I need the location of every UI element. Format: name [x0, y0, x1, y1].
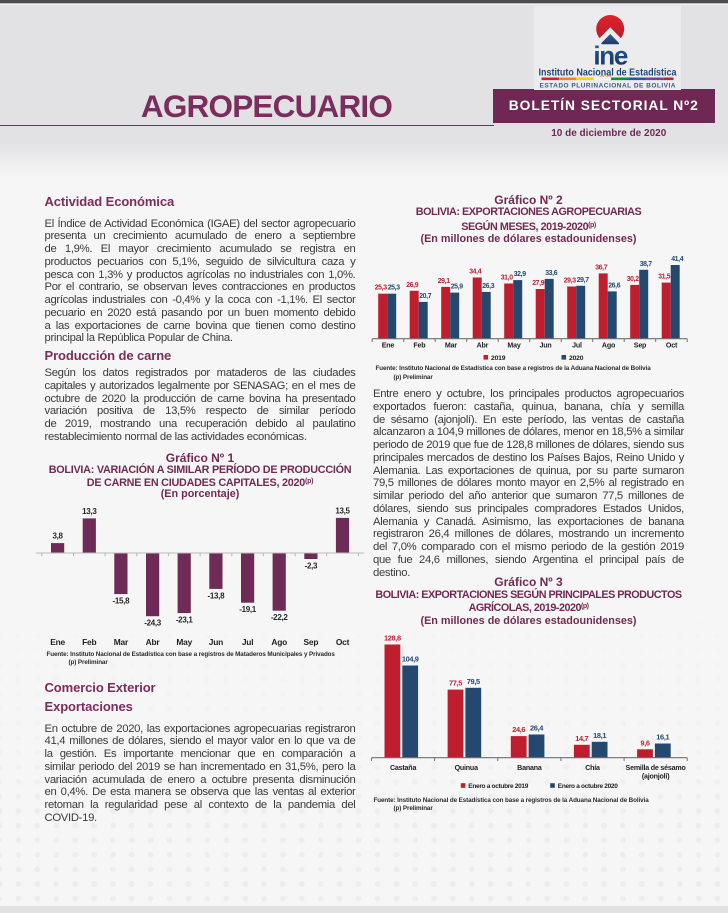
svg-text:104,9: 104,9 — [402, 655, 419, 664]
svg-text:25,3: 25,3 — [388, 285, 401, 292]
svg-text:26,4: 26,4 — [530, 724, 544, 733]
svg-text:25,3: 25,3 — [375, 285, 388, 292]
svg-text:May: May — [176, 637, 192, 647]
svg-text:36,7: 36,7 — [595, 264, 608, 271]
svg-text:29,1: 29,1 — [438, 278, 451, 285]
svg-text:Banana: Banana — [517, 764, 542, 772]
svg-text:13,5: 13,5 — [335, 506, 350, 515]
svg-text:Enero a octubre 2019: Enero a octubre 2019 — [468, 783, 528, 790]
svg-text:29,7: 29,7 — [577, 277, 590, 284]
svg-text:Ene: Ene — [50, 637, 65, 647]
svg-text:79,5: 79,5 — [467, 677, 480, 686]
svg-text:38,7: 38,7 — [640, 261, 653, 268]
svg-text:3,8: 3,8 — [52, 532, 63, 541]
svg-text:-2,3: -2,3 — [305, 562, 318, 571]
svg-text:Jun: Jun — [539, 342, 551, 350]
svg-text:Oct: Oct — [666, 342, 678, 350]
svg-text:Sep: Sep — [634, 342, 647, 350]
svg-text:Ene: Ene — [382, 342, 395, 350]
svg-text:Feb: Feb — [413, 342, 426, 350]
svg-text:Mar: Mar — [114, 637, 129, 647]
svg-text:(ajonjolí): (ajonjolí) — [642, 773, 670, 781]
svg-text:Mar: Mar — [445, 342, 457, 350]
svg-text:77,5: 77,5 — [449, 679, 462, 688]
svg-text:Jul: Jul — [572, 342, 582, 350]
svg-text:-19,1: -19,1 — [239, 605, 257, 614]
svg-text:May: May — [507, 342, 520, 350]
svg-text:Enero a octubre 2020: Enero a octubre 2020 — [558, 783, 618, 790]
svg-text:31,0: 31,0 — [501, 275, 514, 282]
svg-text:Castaña: Castaña — [390, 764, 416, 772]
svg-text:-24,3: -24,3 — [144, 619, 162, 628]
svg-text:ESTADO PLURINACIONAL DE BOLIVI: ESTADO PLURINACIONAL DE BOLIVIA — [539, 83, 675, 90]
svg-text:29,3: 29,3 — [564, 278, 577, 285]
svg-text:16,1: 16,1 — [656, 733, 669, 742]
svg-text:13,3: 13,3 — [82, 507, 97, 516]
svg-text:Abr: Abr — [146, 637, 161, 647]
svg-text:Ago: Ago — [602, 342, 616, 350]
svg-text:Ago: Ago — [271, 637, 287, 647]
svg-text:-22,2: -22,2 — [271, 613, 289, 622]
svg-text:Jun: Jun — [209, 637, 223, 647]
svg-text:Feb: Feb — [82, 637, 96, 647]
svg-text:Jul: Jul — [242, 637, 254, 647]
svg-text:25,9: 25,9 — [451, 284, 464, 291]
svg-text:14,7: 14,7 — [575, 734, 588, 743]
svg-text:2020: 2020 — [569, 355, 584, 362]
svg-text:Abr: Abr — [477, 342, 489, 350]
svg-text:32,9: 32,9 — [514, 271, 527, 278]
svg-text:Chía: Chía — [585, 764, 600, 772]
svg-text:33,6: 33,6 — [545, 270, 558, 277]
svg-text:-23,1: -23,1 — [176, 616, 194, 625]
svg-text:Sep: Sep — [304, 637, 319, 647]
svg-text:31,5: 31,5 — [658, 274, 671, 281]
svg-text:Instituto Nacional de Estadíst: Instituto Nacional de Estadística — [538, 68, 676, 79]
svg-text:Semilla de sésamo: Semilla de sésamo — [626, 764, 687, 772]
svg-text:27,9: 27,9 — [532, 280, 545, 287]
svg-text:20,7: 20,7 — [419, 293, 432, 300]
svg-text:-15,8: -15,8 — [113, 597, 131, 606]
svg-text:Oct: Oct — [336, 637, 350, 647]
svg-text:41,4: 41,4 — [671, 256, 684, 263]
svg-text:24,6: 24,6 — [512, 725, 525, 734]
svg-text:-13,8: -13,8 — [208, 591, 226, 600]
svg-text:ine: ine — [593, 41, 628, 71]
svg-text:30,2: 30,2 — [627, 276, 640, 283]
svg-text:2019: 2019 — [491, 355, 506, 362]
svg-text:34,4: 34,4 — [469, 269, 482, 276]
svg-text:Quinua: Quinua — [455, 764, 478, 772]
svg-text:128,8: 128,8 — [384, 634, 401, 643]
svg-text:18,1: 18,1 — [593, 731, 606, 740]
svg-text:26,3: 26,3 — [482, 283, 495, 290]
svg-text:26,9: 26,9 — [406, 282, 419, 289]
svg-text:26,6: 26,6 — [608, 282, 621, 289]
svg-text:9,6: 9,6 — [640, 738, 649, 747]
